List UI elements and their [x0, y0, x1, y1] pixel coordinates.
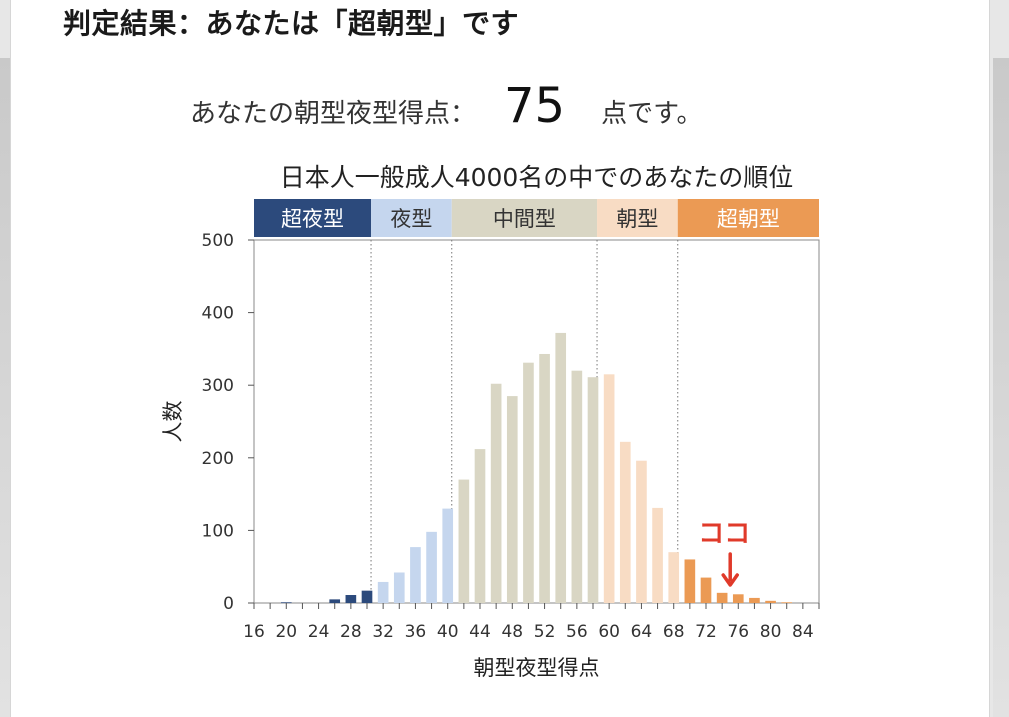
marker-arrow-head — [721, 573, 739, 587]
x-tick-label-76: 76 — [727, 622, 749, 642]
x-tick-label-40: 40 — [437, 622, 459, 642]
bar-62 — [619, 441, 631, 603]
bar-64 — [636, 460, 647, 603]
chart-title: 日本人一般成人4000名の中でのあなたの順位 — [280, 163, 794, 192]
bar-70 — [684, 559, 696, 603]
x-tick-label-44: 44 — [469, 622, 491, 642]
x-tick-label-16: 16 — [243, 622, 265, 642]
bar-72 — [700, 577, 712, 603]
bar-78 — [749, 597, 760, 603]
bar-40 — [442, 508, 454, 603]
plot-frame — [253, 239, 820, 604]
x-tick-label-80: 80 — [760, 622, 782, 642]
band-0 — [254, 199, 372, 237]
score-label: あなたの朝型夜型得点： — [190, 99, 477, 129]
x-tick-label-72: 72 — [695, 622, 717, 642]
band-label-2: 中間型 — [493, 207, 556, 231]
band-label-4: 超朝型 — [717, 207, 780, 231]
y-tick-label-100: 100 — [202, 521, 234, 541]
bar-82 — [781, 602, 793, 604]
bar-38 — [426, 531, 437, 603]
marker-label: ココ — [698, 519, 750, 549]
x-tick-label-24: 24 — [308, 622, 330, 642]
bar-36 — [410, 547, 421, 603]
bar-76 — [732, 594, 744, 603]
x-tick-label-48: 48 — [501, 622, 523, 642]
y-tick-label-300: 300 — [202, 376, 234, 396]
bar-56 — [571, 370, 583, 603]
bar-32 — [377, 581, 389, 603]
x-tick-label-32: 32 — [372, 622, 394, 642]
x-tick-label-36: 36 — [405, 622, 427, 642]
x-tick-label-68: 68 — [663, 622, 685, 642]
x-tick-label-84: 84 — [792, 622, 814, 642]
bar-80 — [765, 600, 776, 603]
y-tick-label-0: 0 — [223, 594, 234, 614]
band-3 — [597, 199, 678, 237]
x-tick-label-56: 56 — [566, 622, 588, 642]
bar-54 — [555, 332, 567, 603]
bar-20 — [280, 602, 292, 604]
bar-52 — [539, 353, 550, 603]
bar-34 — [393, 572, 405, 603]
bar-66 — [652, 507, 663, 603]
band-label-1: 夜型 — [390, 207, 432, 231]
score-unit: 点です。 — [601, 99, 703, 129]
score-value: 75 — [504, 78, 566, 134]
y-tick-label-400: 400 — [202, 304, 234, 324]
bar-68 — [668, 552, 680, 603]
bar-60 — [603, 374, 615, 603]
x-tick-label-20: 20 — [275, 622, 297, 642]
x-tick-label-28: 28 — [340, 622, 362, 642]
band-2 — [451, 199, 598, 237]
x-tick-label-52: 52 — [534, 622, 556, 642]
score-line: あなたの朝型夜型得点： 75 点です。 — [190, 78, 703, 138]
bar-28 — [345, 595, 357, 603]
result-heading: 判定結果：あなたは「超朝型」です — [63, 7, 520, 40]
bar-48 — [506, 396, 518, 603]
bar-42 — [458, 479, 470, 603]
bar-46 — [490, 383, 502, 603]
bar-58 — [587, 377, 599, 603]
right-scroll-gutter[interactable] — [993, 58, 1009, 717]
y-tick-label-500: 500 — [202, 231, 234, 251]
band-label-3: 朝型 — [616, 207, 658, 231]
bar-50 — [523, 362, 534, 603]
bar-44 — [474, 449, 486, 603]
bar-74 — [716, 592, 728, 603]
band-label-0: 超夜型 — [281, 207, 344, 231]
x-axis-title: 朝型夜型得点 — [474, 656, 600, 680]
bar-26 — [329, 599, 341, 603]
band-4 — [677, 199, 819, 237]
left-scroll-gutter — [0, 58, 10, 717]
y-tick-label-200: 200 — [202, 449, 234, 469]
y-axis-title: 人数 — [161, 401, 185, 443]
bar-30 — [361, 590, 373, 603]
band-1 — [371, 199, 452, 237]
x-tick-label-60: 60 — [598, 622, 620, 642]
x-tick-label-64: 64 — [631, 622, 653, 642]
